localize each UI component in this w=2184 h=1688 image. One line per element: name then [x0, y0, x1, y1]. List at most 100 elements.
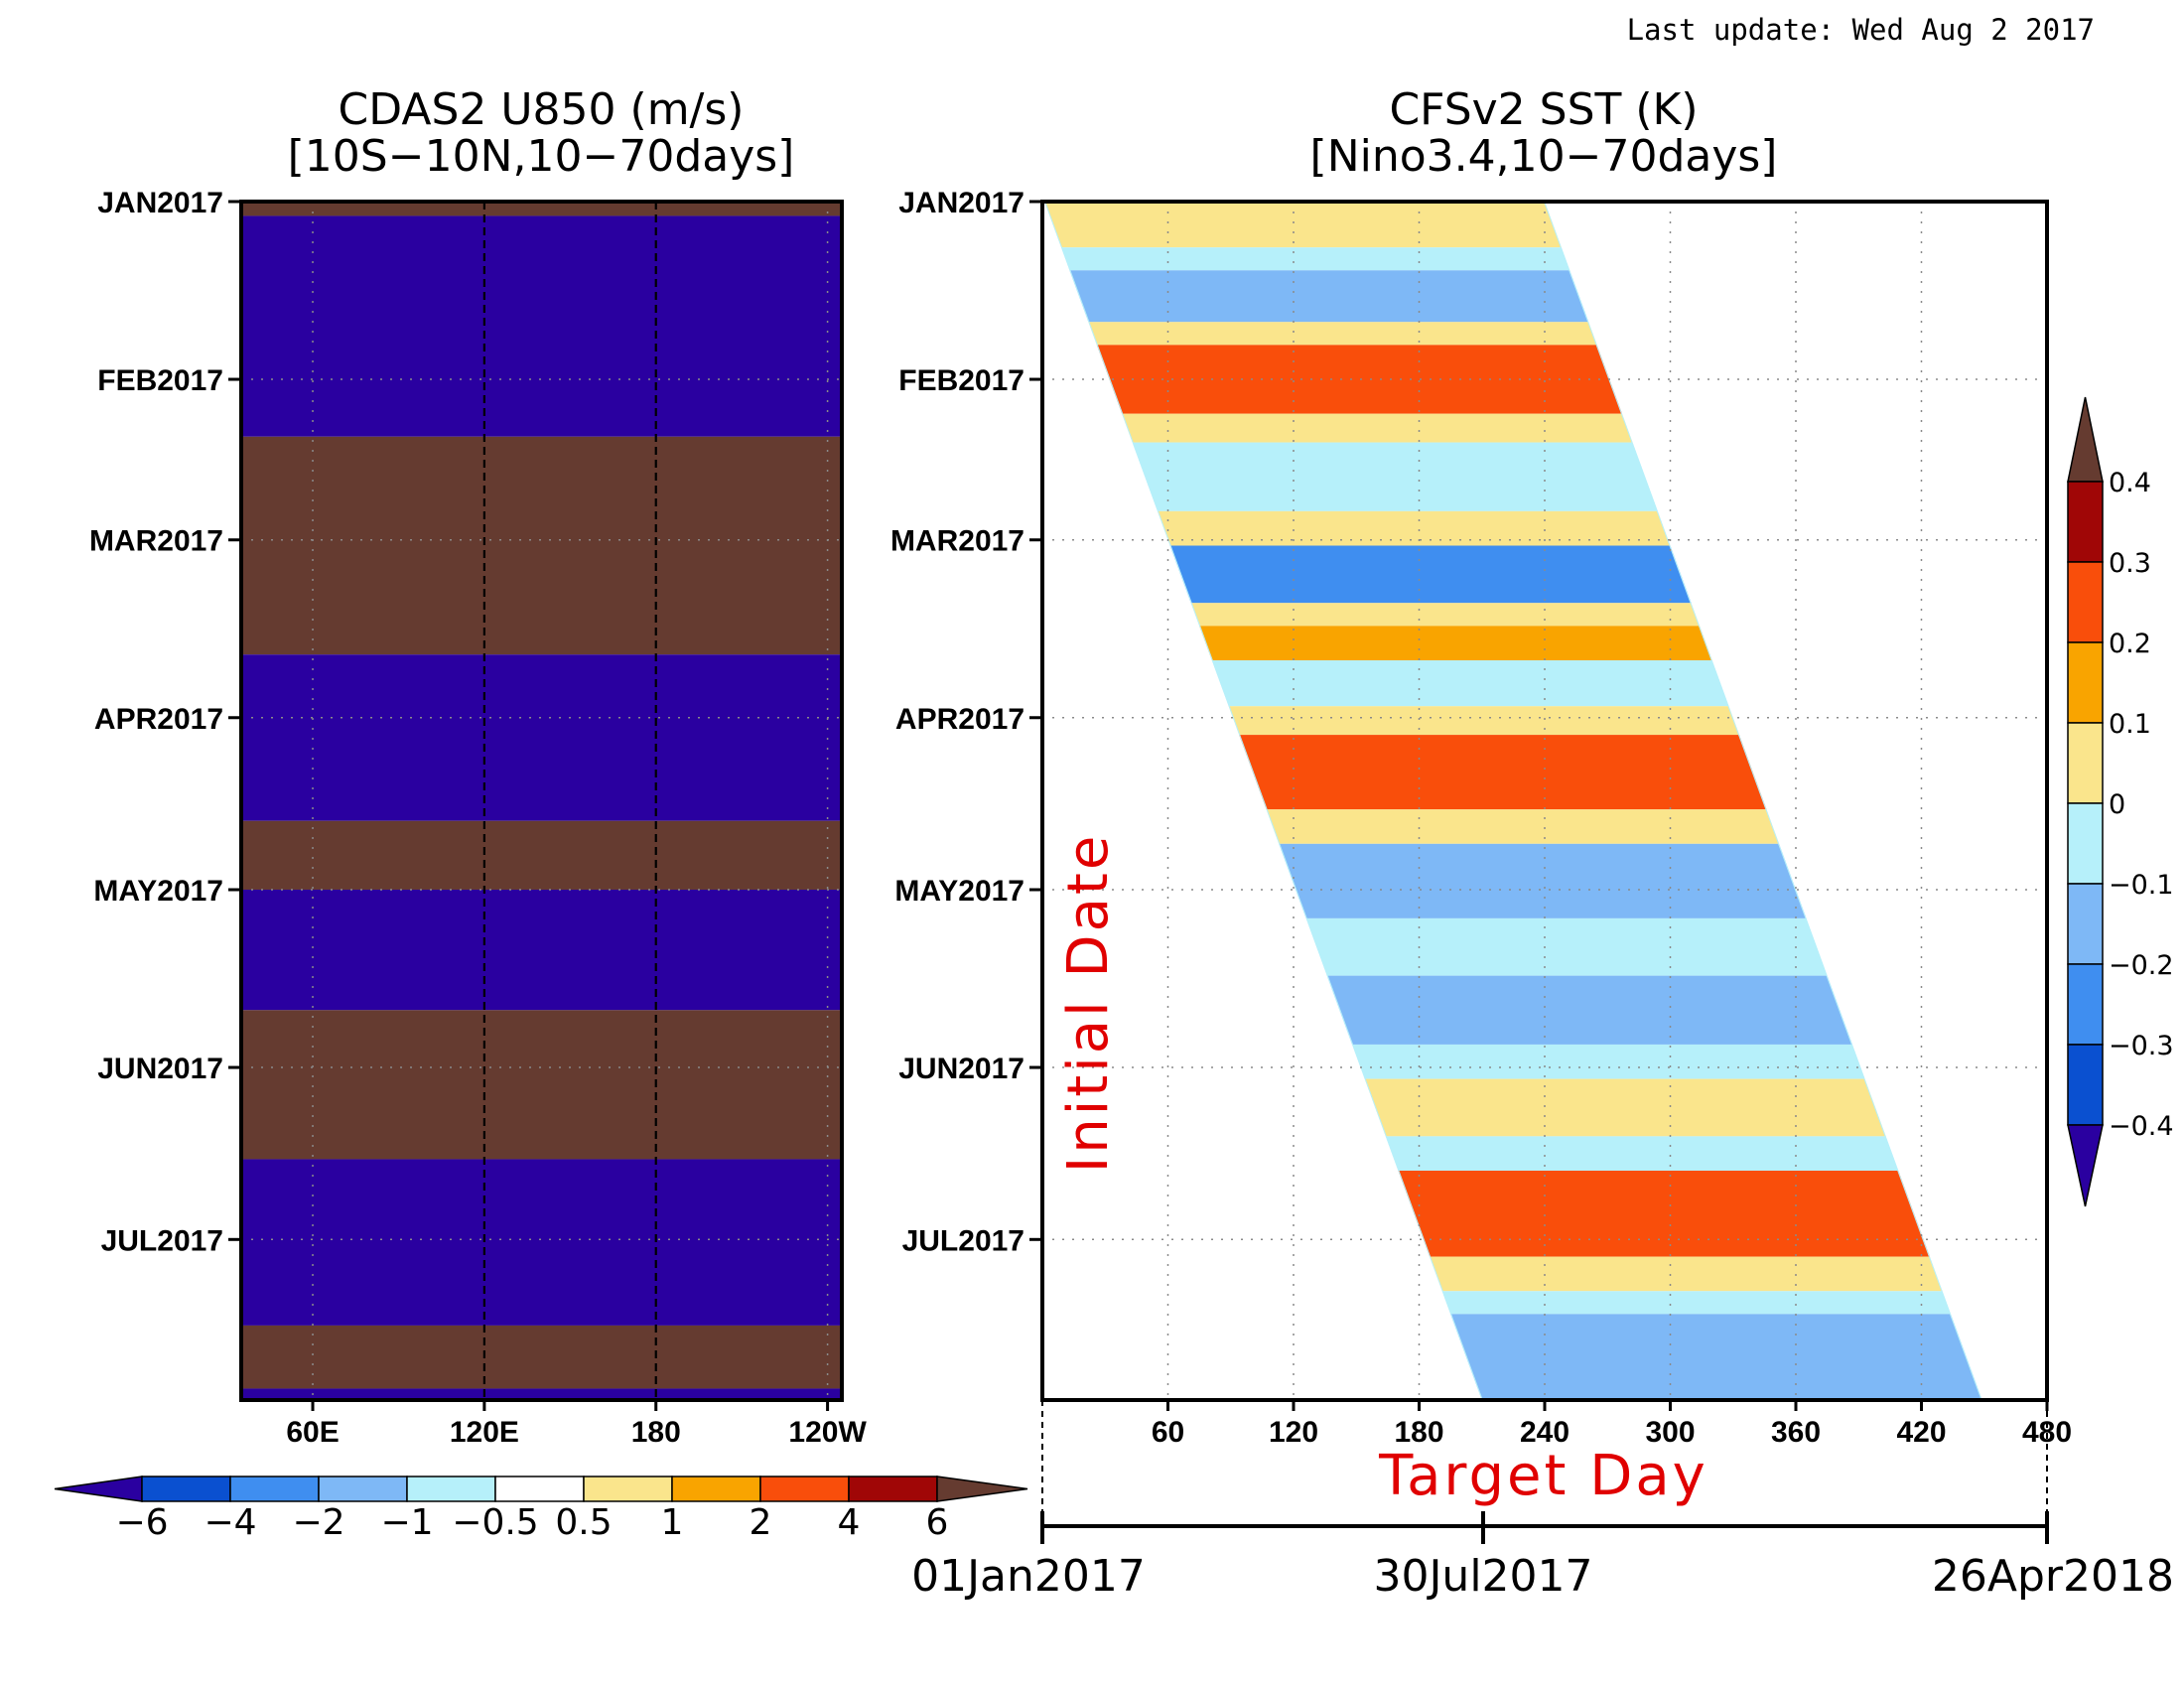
left-y-tick-label: MAY2017: [93, 875, 223, 908]
colorbar-swatch: [229, 1476, 320, 1502]
colorbar-swatch: [494, 1476, 585, 1502]
right-y-tick-label: JUN2017: [898, 1053, 1024, 1085]
u850-band: [241, 215, 842, 437]
sst-anomaly-band: [1044, 626, 1982, 661]
initial-date-label: Initial Date: [1056, 833, 1121, 1174]
colorbar-swatch: [406, 1476, 496, 1502]
colorbar-tick-label: 2: [750, 1502, 772, 1543]
colorbar-swatch: [848, 1476, 938, 1502]
u850-band: [241, 1159, 842, 1326]
left-bands: [241, 202, 842, 1400]
vcolorbar-swatch: [2067, 722, 2104, 804]
sst-anomaly-band: [1044, 1256, 1982, 1292]
u850-band: [241, 202, 842, 216]
colorbar-tick-label: 1: [661, 1502, 684, 1543]
colorbar-tick-label: 4: [838, 1502, 861, 1543]
right-y-tick-label: FEB2017: [898, 364, 1024, 397]
left-x-ticks: 60E 120E 180 120W: [286, 1400, 867, 1449]
right-y-tick-label: JAN2017: [898, 187, 1024, 219]
sst-anomaly-band: [1044, 545, 1982, 604]
vcolorbar-swatch: [2067, 1044, 2104, 1126]
u850-band: [241, 890, 842, 1011]
u850-band: [241, 436, 842, 655]
last-update: Last update: Wed Aug 2 2017: [1627, 13, 2095, 47]
right-y-tick-label: JUL2017: [902, 1224, 1024, 1257]
right-x-tick-label: 420: [1896, 1416, 1946, 1449]
sst-anomaly-band: [1044, 706, 1982, 736]
sst-anomaly-band: [1044, 1044, 1982, 1079]
colorbar-swatch: [583, 1476, 673, 1502]
vcolorbar-tick-label: −0.1: [2109, 870, 2174, 901]
sst-anomaly-band: [1044, 1078, 1982, 1137]
colorbar-swatch: [671, 1476, 761, 1502]
vcolorbar-swatch: [2067, 963, 2104, 1046]
vcolorbar-arrow-bottom: [2067, 1124, 2104, 1207]
right-x-tick-label: 240: [1520, 1416, 1570, 1449]
left-y-ticks: JAN2017 FEB2017 MAR2017 APR2017 MAY2017 JUN20…: [89, 187, 241, 1257]
sst-anomaly-band: [1044, 270, 1982, 323]
colorbar-tick-label: −2: [292, 1502, 344, 1543]
vertical-colorbar: −0.4 −0.3 −0.2 −0.1 0 0.1 0.2 0.3 0.4: [2067, 396, 2174, 1207]
colorbar-tick-label: 6: [926, 1502, 949, 1543]
left-x-tick-label: 120E: [450, 1416, 519, 1449]
left-title-line1: CDAS2 U850 (m/s): [339, 84, 745, 135]
left-x-tick-label: 60E: [286, 1416, 339, 1449]
left-y-tick-label: FEB2017: [97, 364, 223, 397]
sst-anomaly-band: [1044, 413, 1982, 443]
date-axis-label: 01Jan2017: [911, 1551, 1146, 1602]
colorbar-tick-label: −4: [204, 1502, 256, 1543]
right-x-tick-label: 480: [2022, 1416, 2072, 1449]
left-panel: CDAS2 U850 (m/s) [10S−10N,10−70days] JAN…: [89, 84, 868, 1449]
left-title-line2: [10S−10N,10−70days]: [288, 131, 795, 182]
right-x-ticks: 60 120 180 240 300 360 420 480: [1152, 1400, 2072, 1449]
colorbar-arrow-right: [936, 1476, 1028, 1502]
vcolorbar-tick-label: 0.4: [2109, 468, 2151, 498]
vcolorbar-swatch: [2067, 561, 2104, 643]
date-axis: 01Jan2017 30Jul2017 26Apr2018: [911, 1400, 2174, 1602]
right-title-line1: CFSv2 SST (K): [1389, 84, 1698, 135]
vcolorbar-tick-label: −0.2: [2109, 950, 2174, 981]
sst-anomaly-band: [1044, 1170, 1982, 1257]
left-y-tick-label: JAN2017: [97, 187, 223, 219]
target-day-label: Target Day: [1378, 1444, 1708, 1508]
vcolorbar-swatch: [2067, 883, 2104, 965]
vcolorbar-tick-label: −0.4: [2109, 1111, 2174, 1142]
u850-band: [241, 1388, 842, 1400]
left-y-tick-label: JUN2017: [97, 1053, 223, 1085]
vcolorbar-swatch: [2067, 641, 2104, 724]
vcolorbar-tick-label: 0.1: [2109, 709, 2151, 740]
right-x-tick-label: 120: [1269, 1416, 1318, 1449]
horizontal-colorbar: −6 −4 −2 −1 −0.5 0.5 1 2 4 6: [54, 1476, 1028, 1543]
left-grid: [241, 202, 842, 1400]
right-x-tick-label: 60: [1152, 1416, 1184, 1449]
right-x-tick-label: 360: [1771, 1416, 1821, 1449]
colorbar-tick-label: 0.5: [555, 1502, 612, 1543]
colorbar-swatch: [318, 1476, 408, 1502]
u850-band: [241, 654, 842, 821]
date-axis-label: 30Jul2017: [1373, 1551, 1592, 1602]
right-y-tick-label: MAY2017: [894, 875, 1024, 908]
colorbar-tick-label: −1: [380, 1502, 433, 1543]
right-title-line2: [Nino3.4,10−70days]: [1310, 131, 1778, 182]
sst-anomaly-band: [1044, 202, 1982, 248]
left-x-tick-label: 180: [631, 1416, 681, 1449]
right-panel: CFSv2 SST (K) [Nino3.4,10−70days] JAN201…: [890, 84, 2174, 1602]
right-grid: [1042, 202, 2047, 1400]
right-x-tick-label: 180: [1394, 1416, 1443, 1449]
vcolorbar-swatch: [2067, 481, 2104, 563]
vcolorbar-tick-label: −0.3: [2109, 1031, 2174, 1061]
vcolorbar-tick-label: 0.3: [2109, 548, 2151, 579]
colorbar-tick-label: −0.5: [452, 1502, 538, 1543]
left-y-tick-label: MAR2017: [89, 525, 223, 558]
left-y-tick-label: APR2017: [94, 703, 223, 736]
vcolorbar-swatch: [2067, 802, 2104, 885]
colorbar-arrow-left: [54, 1476, 143, 1502]
u850-band: [241, 1010, 842, 1160]
left-plot-frame: [239, 200, 844, 1402]
sst-anomaly-band: [1044, 1314, 1982, 1400]
colorbar-swatch: [141, 1476, 231, 1502]
colorbar-tick-label: −6: [115, 1502, 168, 1543]
right-x-tick-label: 300: [1645, 1416, 1695, 1449]
right-y-tick-label: MAR2017: [890, 525, 1024, 558]
